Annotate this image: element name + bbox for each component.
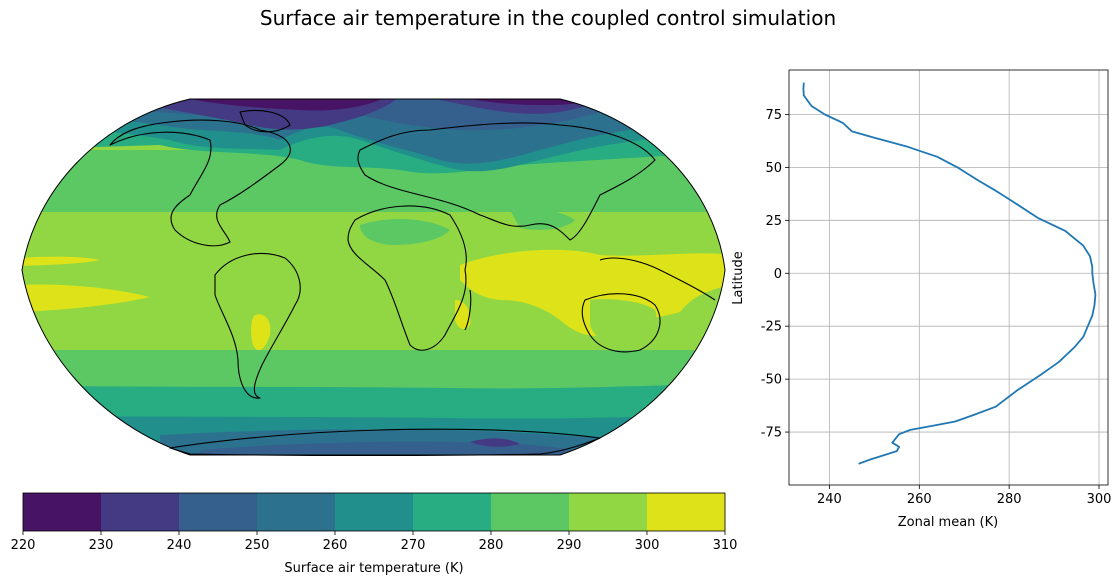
colorbar-tick-label: 300 [635,538,660,553]
map-cool-sahara [360,218,450,245]
colorbar-tick-label: 270 [401,538,426,553]
colorbar-tick-label: 260 [323,538,348,553]
map-band-230-240-south [470,438,520,447]
colorbar-tick-label: 250 [245,538,270,553]
colorbar: 220 230 240 250 260 270 280 290 300 310 Surface a… [11,492,738,576]
figure-title: Surface air temperature in the coupled c… [259,6,837,30]
y-axis-label: Latitude [731,251,746,305]
temperature-map [21,98,726,457]
map-warm-pool-west [22,256,100,266]
map-band-240-250-south [200,441,590,455]
y-tick-label: -50 [761,373,782,388]
colorbar-swatch [23,493,102,531]
y-tick-label: 25 [765,214,782,229]
y-tick-label: -25 [761,320,782,335]
colorbar-tick-label: 230 [89,538,114,553]
y-tick-label: 0 [774,267,782,282]
map-band-220-230-north [190,99,600,111]
colorbar-swatch [569,493,648,531]
map-band-280-290-south [22,350,725,390]
map-cooler-australia [590,299,657,346]
zonal-mean-line [802,82,1097,465]
colorbar-swatch [335,493,414,531]
x-tick-label: 240 [817,492,842,507]
x-axis-label: Zonal mean (K) [898,515,998,530]
colorbar-swatch [101,493,180,531]
colorbar-tick-label: 290 [557,538,582,553]
colorbar-tick-label: 240 [167,538,192,553]
colorbar-tick-label: 310 [713,538,738,553]
map-warm-pool-amazon [250,314,271,351]
map-cool-tibet [510,208,575,230]
colorbar-tick-label: 220 [11,538,36,553]
colorbar-label: Surface air temperature (K) [284,561,463,576]
y-tick-label: -75 [761,426,782,441]
y-tick-label: 75 [765,108,782,123]
plot-frame [788,69,1109,486]
colorbar-swatch [413,493,492,531]
colorbar-swatch [647,493,726,531]
plot-area [789,70,1108,485]
colorbar-swatch [257,493,336,531]
colorbar-frame [22,492,726,532]
zonal-mean-chart: 240 260 280 300 -75 -50 -25 0 25 50 75 Zonal mean … [731,69,1112,530]
colorbar-swatch [491,493,570,531]
globe-outline [21,98,726,456]
x-tick-label: 280 [997,492,1022,507]
y-tick-label: 50 [765,161,782,176]
colorbar-tick-label: 280 [479,538,504,553]
colorbar-swatch [179,493,258,531]
x-tick-label: 260 [907,492,932,507]
x-tick-label: 300 [1087,492,1112,507]
map-warm-pool-east-pacific [22,284,150,312]
